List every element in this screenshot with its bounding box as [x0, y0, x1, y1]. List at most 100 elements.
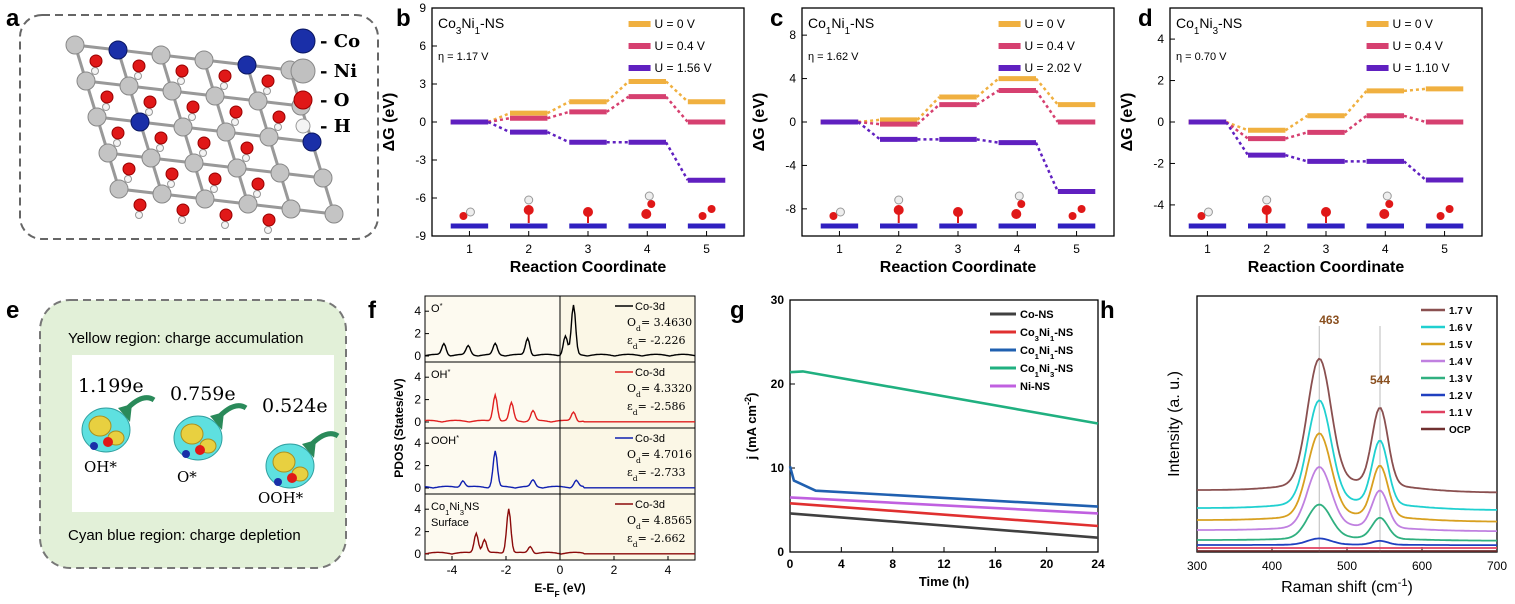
o-marker — [459, 212, 468, 220]
legend-label: U = 0 V — [1393, 17, 1433, 31]
peak-label: 463 — [1319, 313, 1339, 327]
o-marker — [583, 207, 593, 217]
x-tick-label: 600 — [1412, 559, 1432, 573]
legend-label: Co1Ni3-NS — [1020, 363, 1073, 379]
y-tick-label: -4 — [785, 158, 796, 172]
ni-atom — [98, 143, 118, 163]
connector-1 — [1343, 114, 1368, 134]
panel-c: 8 4 0 -4 -8 1 2 3 4 5 Reaction Coordinate ΔG (eV) Co… — [751, 7, 1115, 276]
h-atom — [178, 216, 186, 224]
legend-label: 1.7 V — [1449, 306, 1473, 317]
y-tick-label: 10 — [771, 461, 785, 475]
y-tick-label: 4 — [414, 502, 421, 516]
connector-2 — [976, 138, 999, 144]
ni-atom — [248, 91, 268, 111]
x-tick-label: 0 — [787, 557, 794, 571]
o-atom — [261, 74, 275, 88]
x-tick-label: 4 — [1382, 242, 1389, 256]
y-tick-label: 0 — [414, 481, 421, 495]
charge-accumulation-text: Yellow region: charge accumulation — [68, 330, 303, 347]
panel-letter-c: c — [770, 5, 783, 32]
ni-atom — [259, 127, 279, 147]
o-atom-icon — [293, 90, 313, 110]
o-marker — [1068, 212, 1077, 220]
connector-2 — [546, 130, 570, 144]
x-axis-label: Reaction Coordinate — [1248, 259, 1405, 276]
o-atom — [176, 203, 190, 217]
legend-label: 1.1 V — [1449, 408, 1473, 419]
h-atom — [134, 72, 142, 80]
o-marker — [1261, 205, 1272, 215]
o-atom — [197, 136, 211, 150]
o-marker — [1436, 212, 1445, 220]
panel-letter-e: e — [6, 297, 19, 324]
o-atom — [195, 445, 205, 455]
od-value: Od= 4.8565 — [627, 514, 692, 531]
o-atom — [219, 208, 233, 222]
legend-label: U = 1.56 V — [655, 61, 712, 75]
ni-atom — [141, 148, 161, 168]
o-atom — [272, 110, 286, 124]
o-atom — [175, 64, 189, 78]
y-tick-label: -8 — [785, 202, 796, 216]
surface-label: Surface — [431, 517, 469, 529]
o-marker — [953, 207, 963, 217]
connector-0 — [1343, 90, 1368, 117]
od-value: Od= 4.3320 — [627, 382, 692, 399]
y-tick-label: 0 — [789, 115, 796, 129]
charge-oh: 1.199e — [78, 375, 144, 397]
panel-a: - Co - Ni - O - H — [19, 14, 379, 240]
h-atom — [221, 221, 229, 229]
legend-h: - H — [320, 116, 351, 137]
current-series-2 — [788, 465, 1099, 508]
legend-ni: - Ni — [320, 61, 357, 82]
overpotential-label: η = 1.62 V — [808, 51, 859, 63]
current-series-1 — [789, 502, 1099, 528]
plot-frame — [1196, 295, 1498, 553]
o-marker — [1385, 200, 1394, 208]
atom-legend: - Co - Ni - O - H — [290, 28, 360, 137]
raman-spectrum — [1197, 466, 1497, 532]
legend-o: - O — [320, 90, 349, 111]
legend-label: Ni-NS — [1020, 381, 1050, 393]
y-tick-label: 0 — [777, 545, 784, 559]
arrow-head — [302, 440, 316, 458]
charge-depletion-text: Cyan blue region: charge depletion — [68, 527, 301, 544]
ni-atom — [184, 153, 204, 173]
o-marker — [1445, 205, 1454, 213]
connector-2 — [1225, 121, 1250, 156]
panel-d: 4 2 0 -2 -4 1 2 3 4 5 Reaction Coordinate ΔG (eV) Co… — [1119, 7, 1483, 276]
o-atom — [103, 437, 113, 447]
arrow-head — [118, 404, 132, 422]
ni-atom — [205, 86, 225, 106]
connector-1 — [665, 95, 689, 123]
ni-atom — [324, 204, 344, 224]
o-atom — [287, 473, 297, 483]
panel-g: 0 4 8 12 16 20 24 30 20 10 0 Time (h) j (mA cm-2) Co-… — [743, 293, 1105, 589]
h-atom — [113, 139, 121, 147]
x-tick-label: 4 — [838, 557, 845, 571]
y-axis-label: ΔG (eV) — [381, 93, 398, 152]
connector-0 — [487, 111, 511, 124]
ni-atom — [313, 168, 333, 188]
co-atom — [90, 442, 98, 450]
legend-label: Co1Ni1-NS — [1020, 345, 1073, 361]
connector-1 — [487, 116, 511, 124]
x-axis-label: Reaction Coordinate — [510, 259, 667, 276]
co-atom — [130, 112, 150, 132]
connector-0 — [916, 96, 941, 121]
legend-label: U = 2.02 V — [1025, 61, 1082, 75]
y-tick-label: 2 — [414, 327, 421, 341]
chart-title: Co1Ni3-NS — [1176, 15, 1242, 37]
o-atom — [133, 198, 147, 212]
co-atom — [108, 40, 128, 60]
legend-co: - Co — [320, 31, 360, 52]
x-tick-label: 4 — [1014, 242, 1021, 256]
x-tick-label: 2 — [525, 242, 532, 256]
legend-label: U = 0 V — [655, 17, 695, 31]
connector-1 — [1034, 89, 1059, 123]
y-axis-label: ΔG (eV) — [1119, 93, 1136, 152]
x-tick-label: 5 — [1073, 242, 1080, 256]
x-tick-label: 3 — [585, 242, 592, 256]
